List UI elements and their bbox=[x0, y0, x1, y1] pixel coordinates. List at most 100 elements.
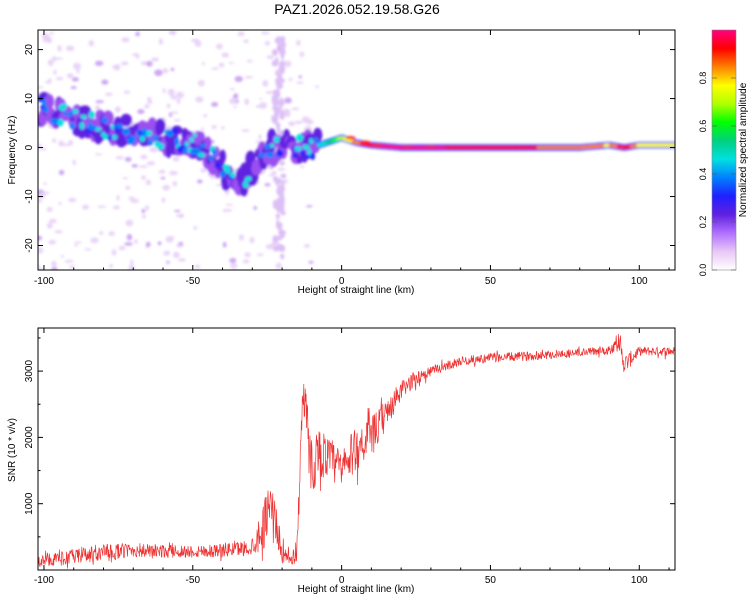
speckle-mark bbox=[70, 86, 77, 90]
speckle-mark bbox=[166, 103, 171, 109]
colorbar-frame bbox=[711, 29, 737, 271]
ridge-core-mark bbox=[296, 134, 304, 142]
speckle-mark bbox=[315, 85, 320, 89]
spectrogram-x-label: Height of straight line (km) bbox=[298, 285, 415, 296]
speckle-mark bbox=[258, 134, 262, 140]
speckle-mark bbox=[272, 235, 279, 244]
speckle-mark bbox=[265, 91, 274, 95]
y-tick-label: 3000 bbox=[24, 360, 35, 383]
speckle-mark bbox=[271, 94, 279, 103]
speckle-mark bbox=[82, 204, 90, 210]
colorbar: 0.0 0.2 0.4 0.6 0.8 Normalized spectral ampl… bbox=[698, 29, 749, 276]
ridge-core-mark bbox=[302, 144, 310, 150]
speckle-mark bbox=[124, 156, 132, 162]
speckle-mark bbox=[38, 246, 44, 254]
speckle-mark bbox=[173, 209, 181, 213]
ridge-core-mark bbox=[42, 98, 47, 106]
speckle-mark bbox=[66, 73, 74, 79]
speckle-mark bbox=[38, 86, 44, 89]
speckle-mark bbox=[299, 51, 305, 58]
speckle-mark bbox=[54, 230, 63, 234]
x-tick-label: -100 bbox=[34, 276, 54, 287]
snr-frame bbox=[37, 327, 676, 571]
y-tick-label: 10 bbox=[24, 93, 35, 105]
speckle-mark bbox=[280, 97, 284, 105]
speckle-mark bbox=[280, 211, 286, 216]
speckle-mark bbox=[48, 77, 52, 84]
ridge-core-mark bbox=[258, 153, 266, 158]
ridge-peak-mark bbox=[345, 136, 356, 140]
speckle-mark bbox=[228, 62, 235, 65]
speckle-mark bbox=[111, 249, 117, 256]
speckle-mark bbox=[84, 248, 92, 251]
ridge-core-mark bbox=[129, 135, 136, 142]
speckle-mark bbox=[157, 241, 162, 246]
speckle-mark bbox=[275, 36, 282, 45]
ridge-core-mark bbox=[148, 139, 154, 146]
speckle-mark bbox=[218, 62, 225, 68]
speckle-mark bbox=[284, 97, 292, 104]
speckle-mark bbox=[57, 44, 62, 52]
ridge-core-mark bbox=[276, 150, 284, 157]
speckle-mark bbox=[306, 205, 313, 208]
speckle-mark bbox=[97, 205, 106, 209]
speckle-mark bbox=[176, 97, 181, 104]
spectrogram-y-axis: -20 -10 0 10 20 bbox=[24, 44, 675, 253]
speckle-mark bbox=[283, 113, 289, 117]
speckle-mark bbox=[163, 250, 171, 256]
ridge-core-mark bbox=[184, 141, 190, 147]
speckle-mark bbox=[271, 48, 279, 56]
ridge-core-mark bbox=[89, 125, 97, 131]
x-tick-label: -100 bbox=[34, 575, 54, 586]
speckle-mark bbox=[166, 260, 170, 264]
speckle-mark bbox=[259, 97, 263, 101]
x-tick-label: -50 bbox=[186, 276, 201, 287]
speckle-mark bbox=[237, 31, 245, 37]
speckle-mark bbox=[168, 112, 173, 118]
speckle-mark bbox=[201, 61, 206, 66]
ridge-halo-mark bbox=[204, 136, 212, 150]
speckle-mark bbox=[158, 169, 166, 174]
speckle-mark bbox=[68, 197, 77, 203]
ridge-core-mark bbox=[182, 147, 188, 154]
speckle-mark bbox=[88, 39, 95, 47]
x-tick-label: -50 bbox=[186, 575, 201, 586]
ridge-core-mark bbox=[88, 110, 95, 119]
y-tick-label: -20 bbox=[24, 238, 35, 253]
speckle-mark bbox=[279, 110, 285, 120]
colorbar-gradient bbox=[712, 30, 736, 270]
ridge-core-mark bbox=[199, 143, 207, 148]
speckle-mark bbox=[296, 81, 304, 85]
speckle-mark bbox=[279, 49, 286, 55]
speckle-mark bbox=[224, 208, 233, 212]
speckle-mark bbox=[131, 164, 138, 168]
speckle-mark bbox=[141, 208, 146, 214]
ridge-core-mark bbox=[60, 103, 68, 108]
speckle-mark bbox=[43, 182, 47, 186]
speckle-mark bbox=[276, 235, 283, 241]
speckle-mark bbox=[280, 253, 285, 260]
speckle-mark bbox=[211, 67, 220, 70]
speckle-mark bbox=[162, 88, 166, 94]
speckle-mark bbox=[141, 214, 147, 219]
speckle-mark bbox=[194, 40, 202, 48]
speckle-mark bbox=[197, 79, 205, 87]
spectrogram-y-label: Frequency (Hz) bbox=[7, 116, 18, 185]
speckle-mark bbox=[229, 257, 237, 264]
ridge-core-mark bbox=[192, 147, 201, 155]
speckle-mark bbox=[274, 56, 279, 67]
speckle-mark bbox=[74, 244, 78, 247]
ridge-core-mark bbox=[166, 131, 174, 137]
speckle-mark bbox=[118, 245, 126, 251]
speckle-mark bbox=[137, 109, 145, 115]
speckle-mark bbox=[299, 165, 305, 169]
ridge-halo-mark bbox=[120, 113, 132, 127]
speckle-mark bbox=[165, 125, 172, 131]
speckle-mark bbox=[135, 53, 140, 60]
speckle-mark bbox=[268, 174, 274, 177]
speckle-mark bbox=[55, 76, 64, 81]
speckle-mark bbox=[55, 57, 64, 60]
speckle-mark bbox=[48, 36, 52, 44]
